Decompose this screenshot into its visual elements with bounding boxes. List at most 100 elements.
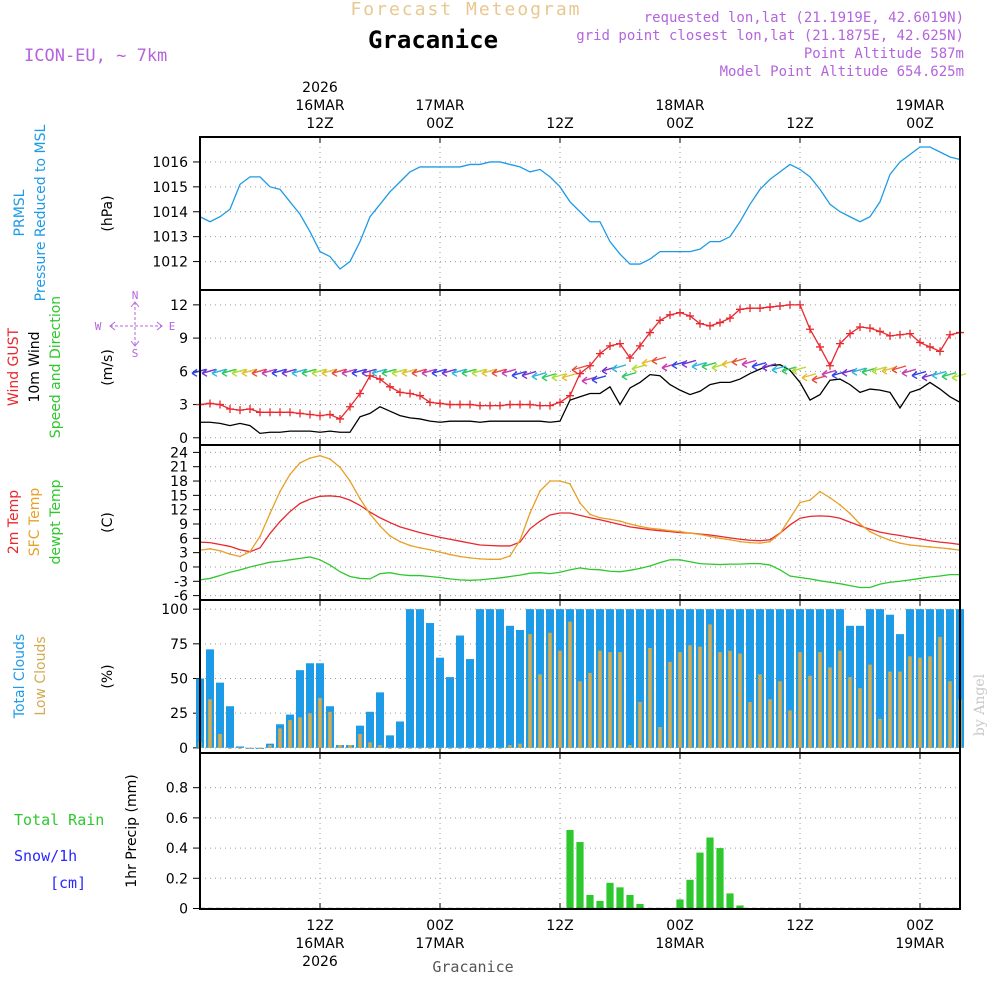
wind-arrow (821, 369, 837, 379)
wind-arrow-shaft (891, 365, 907, 371)
sfc-temp-point (679, 530, 681, 533)
gust-point (526, 400, 534, 409)
wind-arrow (401, 368, 417, 377)
wind-arrow-head (861, 367, 868, 376)
wind-arrow-head (431, 368, 438, 377)
wind-arrow-shaft (491, 368, 507, 374)
wind-arrow (531, 371, 547, 381)
total-cloud-bar (366, 711, 374, 748)
wind-arrow-shaft (931, 370, 947, 377)
gust-point (716, 318, 724, 327)
gust-point (636, 341, 644, 350)
wind-arrow-head (781, 366, 788, 375)
panel-title-line: Low Clouds (33, 636, 49, 715)
sfc-temp-point (549, 480, 551, 482)
top-time-label: 18MAR (655, 98, 704, 114)
series-line-2 (199, 455, 961, 560)
panel-title-line: Speed and Direction (48, 296, 64, 438)
sfc-temp-point (329, 458, 331, 460)
sfc-temp-point (409, 544, 411, 547)
low-cloud-bar (458, 747, 462, 749)
low-cloud-bar (408, 747, 412, 749)
wind-arrow-shaft (411, 368, 427, 374)
wind-arrow (251, 368, 267, 377)
wind-arrow-shaft (541, 373, 557, 379)
wind-arrow-shaft (441, 368, 457, 374)
rain-bar (686, 879, 694, 909)
wind-arrow-shaft (801, 373, 817, 379)
low-cloud-bar (698, 646, 702, 748)
wind-arrow-head (321, 368, 328, 377)
wind-arrow (621, 371, 637, 381)
gust-point (656, 316, 664, 325)
model-altitude: Model Point Altitude 654.625m (720, 64, 964, 80)
wind-arrow (501, 368, 517, 377)
wind-arrow-head (761, 363, 768, 372)
low-cloud-bar (228, 747, 232, 749)
wind-arrow-shaft (691, 362, 707, 368)
total-cloud-bar (656, 609, 664, 748)
wind-arrow-head (551, 373, 558, 382)
wind-arrow (431, 368, 447, 377)
y-tick-label: 75 (170, 637, 188, 653)
wind-arrow (261, 368, 277, 377)
panel-ylabel: (m/s) (100, 349, 116, 386)
wind-arrow (561, 373, 577, 382)
gust-point (596, 349, 604, 358)
wind-arrow-shaft (311, 368, 327, 374)
sfc-temp-point (429, 548, 431, 551)
compass-s: S (132, 347, 139, 360)
wind-arrow-head (671, 361, 678, 370)
panel-frame (199, 444, 961, 601)
y-tick-label: 6 (179, 531, 188, 547)
wind-arrow-shaft (481, 368, 497, 374)
bottom-time-label: 17MAR (415, 936, 464, 952)
sfc-temp-point (249, 550, 251, 553)
total-cloud-bar (216, 682, 224, 748)
gust-point (386, 382, 394, 391)
wind-arrow-head (641, 358, 648, 367)
wind-arrow (271, 368, 287, 377)
wind-arrow-shaft (761, 363, 777, 369)
wind-arrow-head (871, 366, 878, 375)
panel-1: 1012 1013 1014 1015 1016 (hPa) (100, 136, 961, 291)
wind-arrow (301, 368, 317, 377)
wind-arrow-head (281, 368, 288, 377)
wind-arrow-head (491, 368, 498, 377)
low-cloud-bar (418, 747, 422, 749)
gust-point (446, 400, 454, 409)
wind-arrow-head (261, 368, 268, 377)
total-cloud-bar (446, 677, 454, 748)
wind-arrow-head (231, 368, 238, 377)
wind-arrow-head (371, 368, 378, 377)
wind-arrow-head (451, 368, 458, 377)
sfc-temp-point (229, 553, 231, 555)
wind-arrow (341, 368, 357, 377)
low-cloud-bar (608, 652, 612, 748)
gust-point (756, 304, 764, 313)
total-cloud-bar (786, 609, 794, 748)
sfc-temp-point (649, 527, 651, 530)
wind-arrow-head (531, 372, 538, 381)
sfc-temp-point (709, 535, 711, 538)
sfc-temp-point (219, 549, 221, 552)
compass-e: E (169, 320, 176, 333)
model-label: ICON-EU, ~ 7km (24, 46, 167, 66)
snow-unit-legend: [cm] (50, 874, 86, 892)
wind-arrow (211, 368, 227, 377)
wind-arrow-head (621, 372, 628, 381)
wind-arrow-head (471, 368, 478, 377)
low-cloud-bar (448, 747, 452, 749)
y-tick-label: 18 (170, 474, 188, 490)
low-cloud-bar (558, 650, 562, 748)
gust-point (896, 330, 904, 339)
sfc-temp-point (539, 490, 541, 492)
gust-point (406, 389, 414, 398)
gust-point (416, 391, 424, 400)
wind-arrow-head (481, 368, 488, 377)
total-cloud-bar (516, 629, 524, 748)
wind-arrow-shaft (851, 367, 867, 373)
gust-point (936, 347, 944, 356)
sfc-temp-point (359, 497, 361, 500)
sfc-temp-point (389, 535, 391, 537)
